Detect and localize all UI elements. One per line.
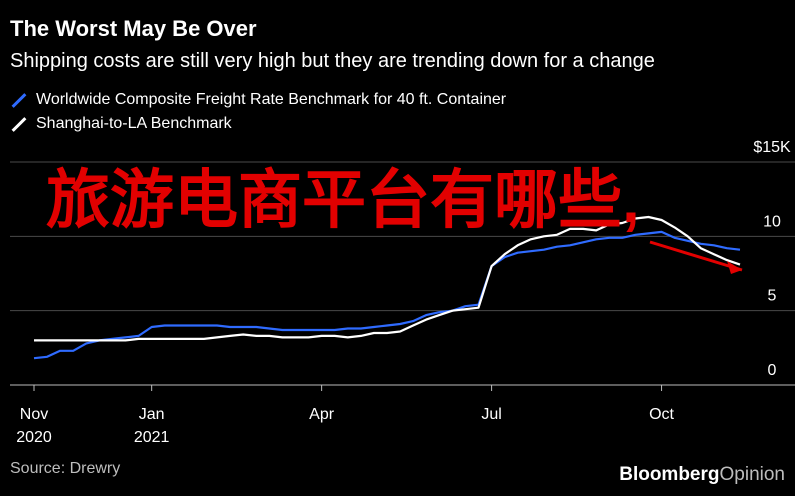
gridlines <box>10 161 795 312</box>
x-axis: Nov 2020 Jan 2021 Apr Jul Oct <box>10 384 795 446</box>
brand-name: Bloomberg <box>619 464 720 485</box>
brand-sub: Opinion <box>719 464 786 485</box>
y-tick-label: 5 <box>768 288 777 305</box>
y-tick-label: 0 <box>768 362 777 379</box>
legend-item-shanghai-la: Shanghai-to-LA Benchmark <box>10 112 506 136</box>
overlay-arrowhead-icon <box>727 261 742 274</box>
legend-item-worldwide: Worldwide Composite Freight Rate Benchma… <box>10 88 506 112</box>
series-line-shanghai-la <box>34 215 741 342</box>
x-tick-label: Oct <box>649 406 674 423</box>
chart-subtitle: Shipping costs are still very high but t… <box>10 50 655 72</box>
chart-title: The Worst May Be Over <box>10 16 257 41</box>
y-tick-labels: $15K 10 5 0 <box>753 139 791 379</box>
y-tick-label: 10 <box>763 213 781 230</box>
legend: Worldwide Composite Freight Rate Benchma… <box>10 88 506 136</box>
legend-label-worldwide: Worldwide Composite Freight Rate Benchma… <box>36 91 507 108</box>
x-tick-label-year: 2021 <box>134 429 170 446</box>
overlay-watermark-text: 旅游电商平台有哪些, <box>46 164 640 236</box>
x-tick-label: Jan <box>139 406 165 423</box>
source-note: Source: Drewry <box>10 460 121 477</box>
series-lines <box>33 215 741 360</box>
legend-label-shanghai-la: Shanghai-to-LA Benchmark <box>36 115 232 132</box>
overlay-arrow-icon <box>649 240 743 272</box>
x-tick-label: Nov <box>20 406 48 423</box>
x-tick-label: Jul <box>481 406 501 423</box>
series-line-worldwide <box>33 230 741 360</box>
x-tick-label: Apr <box>309 406 335 423</box>
y-tick-label: $15K <box>753 139 791 156</box>
x-tick-label-year: 2020 <box>16 429 52 446</box>
brand-logo: BloombergOpinion <box>619 464 785 486</box>
